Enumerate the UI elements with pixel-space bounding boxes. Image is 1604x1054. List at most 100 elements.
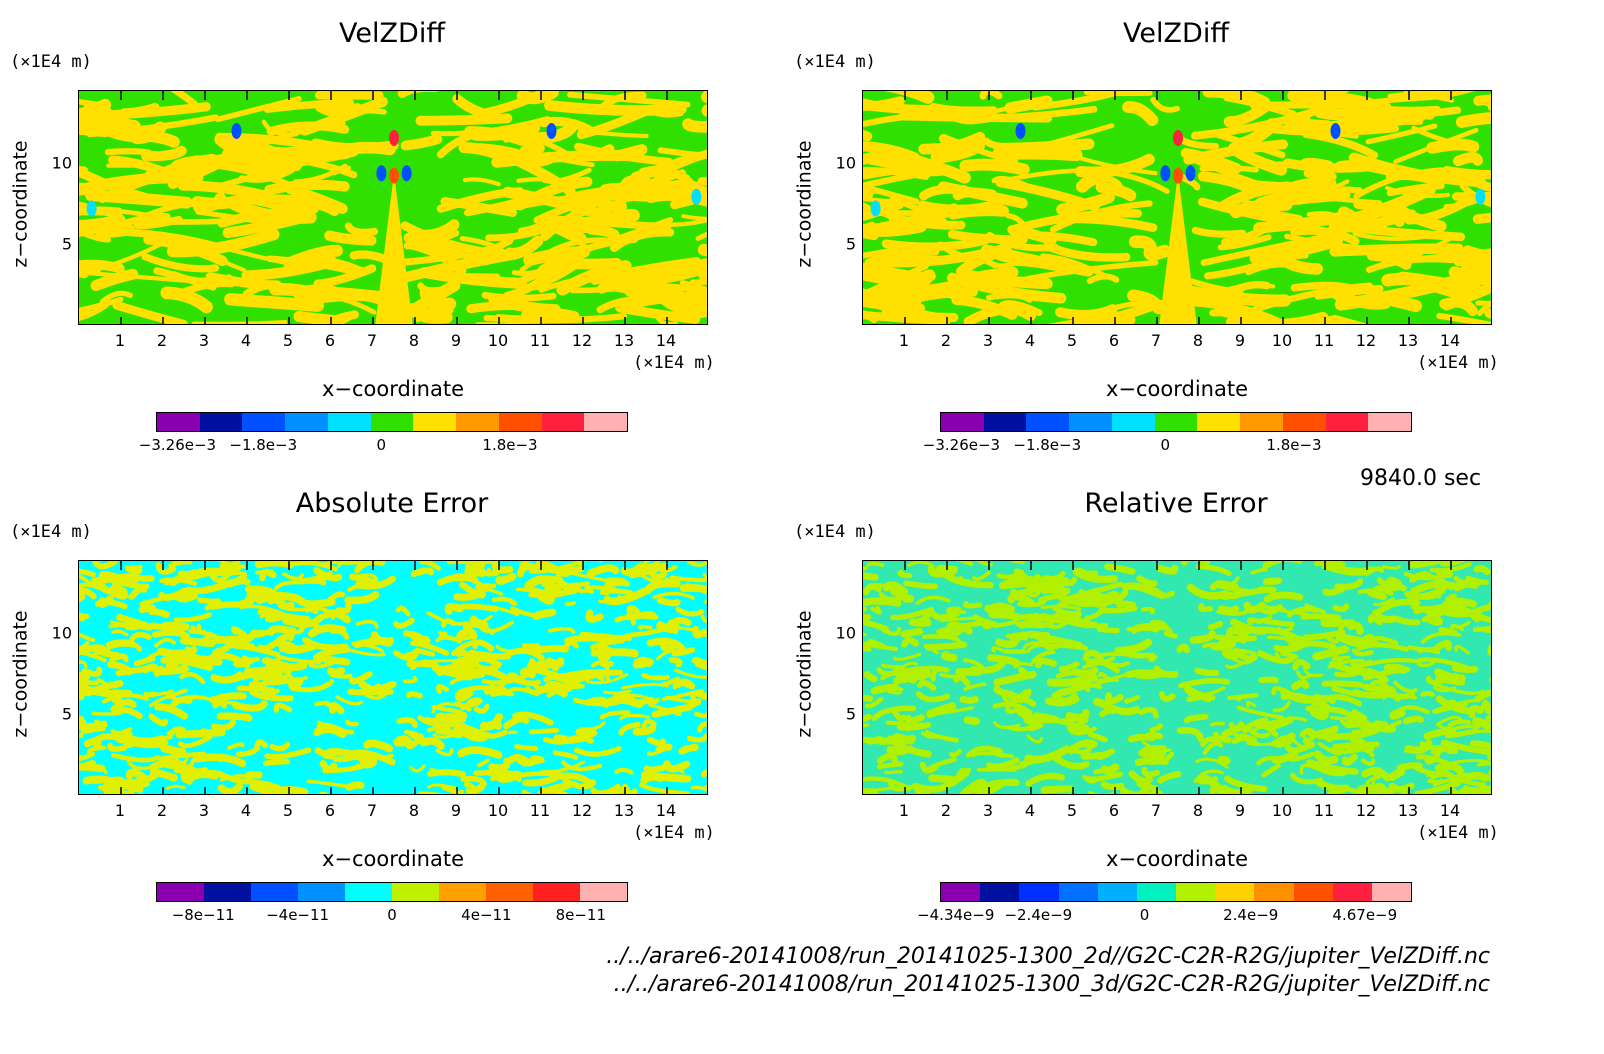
chart-3-y-tick-label: 10 <box>51 623 72 643</box>
chart-2-colorbar-swatch <box>941 413 984 431</box>
chart-2-colorbar-swatch <box>1325 413 1369 431</box>
chart-3-x-tick-label: 13 <box>613 801 635 820</box>
chart-4-colorbar-swatch <box>1332 883 1372 901</box>
chart-3-x-tick-label: 2 <box>156 801 168 820</box>
chart-2-colorbar-swatch <box>983 413 1027 431</box>
chart-2-x-tick-label: 4 <box>1024 331 1036 350</box>
chart-1-y-unit: (×1E4 m) <box>10 52 92 72</box>
chart-4-x-tick-label: 7 <box>1150 801 1162 820</box>
chart-1-colorbar-swatch <box>584 413 628 431</box>
chart-4-y-unit: (×1E4 m) <box>794 522 876 542</box>
chart-1-x-tick-label: 5 <box>282 331 294 350</box>
chart-2-x-tick-label: 1 <box>898 331 910 350</box>
chart-3-x-tick-label: 8 <box>408 801 420 820</box>
chart-4-x-tick-label: 2 <box>940 801 952 820</box>
chart-2-colorbar-swatch <box>1282 413 1326 431</box>
chart-4-colorbar-label: −4.34e−9 <box>917 906 995 924</box>
time-label: 9840.0 sec <box>1360 466 1482 491</box>
chart-2-plot-area <box>862 90 1492 325</box>
chart-1-colorbar-label: −3.26e−3 <box>138 436 217 454</box>
chart-3-x-tick-label: 11 <box>529 801 551 820</box>
chart-2-x-tick-label: 11 <box>1313 331 1335 350</box>
chart-2-colorbar-swatch <box>1111 413 1155 431</box>
chart-2-x-tick-label: 5 <box>1066 331 1078 350</box>
chart-3-x-tick-label: 12 <box>571 801 593 820</box>
chart-3-colorbar-swatch <box>533 883 580 901</box>
chart-3-x-tick-label: 4 <box>240 801 252 820</box>
chart-4-x-tick-label: 4 <box>1024 801 1036 820</box>
chart-1-colorbar-swatch <box>327 413 371 431</box>
chart-2-x-tick-label: 10 <box>1271 331 1293 350</box>
chart-1-field <box>79 91 707 324</box>
chart-2-y-tick-label: 10 <box>835 153 856 173</box>
chart-4-x-tick-label: 5 <box>1066 801 1078 820</box>
chart-1-plot-area <box>78 90 708 325</box>
chart-2-colorbar-label: 1.8e−3 <box>1266 436 1322 454</box>
chart-1-x-tick-label: 1 <box>114 331 126 350</box>
chart-3-colorbar-swatch <box>298 883 345 901</box>
chart-3-colorbar-swatch <box>251 883 298 901</box>
chart-2-colorbar-label: 0 <box>1160 436 1171 454</box>
chart-1-colorbar-swatch <box>242 413 286 431</box>
chart-4-colorbar-swatch <box>1176 883 1216 901</box>
chart-1-y-axis-label: z−coordinate <box>9 140 32 268</box>
chart-3-plot-area <box>78 560 708 795</box>
chart-4-x-unit: (×1E4 m) <box>1417 823 1499 843</box>
chart-3-colorbar-label: −8e−11 <box>171 906 235 924</box>
chart-1-y-tick-label: 5 <box>61 234 72 254</box>
chart-1-x-tick-label: 13 <box>613 331 635 350</box>
chart-2-x-tick-label: 14 <box>1439 331 1461 350</box>
chart-4-colorbar-label: 0 <box>1139 906 1150 924</box>
chart-1-colorbar-swatch <box>456 413 499 431</box>
chart-3-colorbar-swatch <box>392 883 439 901</box>
chart-3-x-tick-label: 14 <box>655 801 677 820</box>
chart-4-colorbar-swatch <box>1097 883 1137 901</box>
chart-1-x-tick-label: 11 <box>529 331 551 350</box>
chart-1-x-axis-label: x−coordinate <box>321 377 465 401</box>
chart-3-y-axis-label: z−coordinate <box>9 610 32 738</box>
chart-3-x-tick-label: 1 <box>114 801 126 820</box>
chart-2-x-tick-label: 2 <box>940 331 952 350</box>
chart-4-colorbar-swatch <box>1254 883 1294 901</box>
chart-2-x-tick-label: 13 <box>1397 331 1419 350</box>
chart-1-x-tick-label: 10 <box>487 331 509 350</box>
chart-4-x-axis-label: x−coordinate <box>1105 847 1249 871</box>
chart-4-plot-area <box>862 560 1492 795</box>
chart-3-colorbar-swatch <box>580 883 627 901</box>
file-path-3d: ../../arare6-20141008/run_20141025-1300_… <box>613 972 1490 997</box>
chart-4-colorbar <box>940 882 1412 902</box>
chart-2-colorbar-swatch <box>1069 413 1112 431</box>
chart-3-x-unit: (×1E4 m) <box>633 823 715 843</box>
chart-1-colorbar-swatch <box>498 413 542 431</box>
chart-1-x-tick-label: 12 <box>571 331 593 350</box>
chart-1-x-tick-label: 6 <box>324 331 336 350</box>
chart-3-y-tick-label: 5 <box>61 704 72 724</box>
chart-3-x-tick-label: 3 <box>198 801 210 820</box>
chart-1-colorbar-swatch <box>370 413 414 431</box>
chart-3-colorbar-swatch <box>157 883 204 901</box>
chart-4-y-tick-label: 10 <box>835 623 856 643</box>
chart-2-colorbar-swatch <box>1240 413 1283 431</box>
chart-4-x-tick-label: 10 <box>1271 801 1293 820</box>
chart-4-colorbar-label: 4.67e−9 <box>1332 906 1398 924</box>
chart-3-x-tick-label: 10 <box>487 801 509 820</box>
chart-3-colorbar-swatch <box>204 883 251 901</box>
chart-3-colorbar-label: −4e−11 <box>266 906 330 924</box>
chart-1-colorbar-swatch <box>157 413 200 431</box>
chart-2-x-tick-label: 9 <box>1234 331 1246 350</box>
chart-2-colorbar <box>940 412 1412 432</box>
chart-3-colorbar-label: 8e−11 <box>555 906 607 924</box>
chart-4-colorbar-swatch <box>1136 883 1177 901</box>
chart-2-x-tick-label: 7 <box>1150 331 1162 350</box>
chart-4-x-tick-label: 11 <box>1313 801 1335 820</box>
chart-4-colorbar-swatch <box>980 883 1020 901</box>
chart-1-x-tick-label: 4 <box>240 331 252 350</box>
chart-4-y-tick-label: 5 <box>845 704 856 724</box>
chart-1-x-tick-label: 7 <box>366 331 378 350</box>
chart-3-colorbar-swatch <box>439 883 486 901</box>
chart-2-x-axis-label: x−coordinate <box>1105 377 1249 401</box>
chart-4-x-tick-label: 3 <box>982 801 994 820</box>
chart-2-y-axis-label: z−coordinate <box>793 140 816 268</box>
chart-4-colorbar-label: −2.4e−9 <box>1004 906 1073 924</box>
chart-4-x-tick-label: 12 <box>1355 801 1377 820</box>
